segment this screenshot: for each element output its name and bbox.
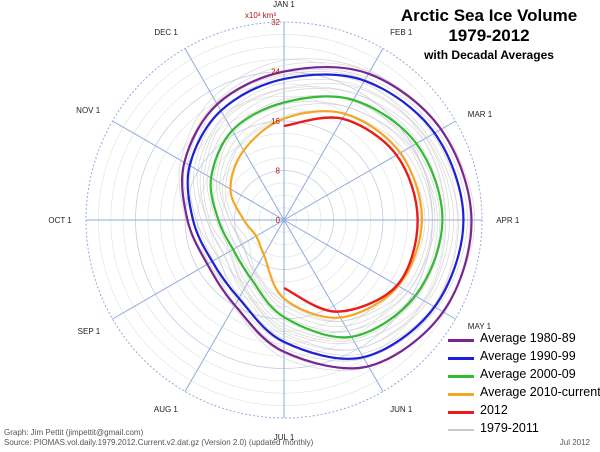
legend-label: 2012 — [480, 403, 508, 417]
legend-label: Average 2000-09 — [480, 367, 576, 381]
footer-source: Source: PIOMAS.vol.daily.1979.2012.Curre… — [4, 438, 314, 447]
spoke-2 — [283, 120, 456, 221]
month-label: FEB 1 — [390, 28, 413, 37]
legend-item-1980s: Average 1980-89 — [448, 331, 598, 349]
spoke-11 — [184, 48, 285, 221]
month-label: AUG 1 — [154, 405, 179, 414]
radial-tick-label: 8 — [276, 167, 281, 176]
historical-year-line — [193, 73, 459, 356]
legend-item-2012: 2012 — [448, 403, 598, 421]
historical-year-line — [186, 69, 468, 362]
radial-tick-label: 32 — [271, 18, 280, 27]
legend-swatch — [448, 429, 474, 431]
historical-year-line — [219, 103, 433, 328]
series-average-1980-89 — [181, 65, 473, 370]
legend-swatch — [448, 411, 474, 414]
footer-credit: Graph: Jim Pettit (jimpettit@gmail.com) — [4, 428, 144, 437]
series-2012 — [283, 116, 419, 313]
month-label: SEP 1 — [78, 327, 101, 336]
historical-year-line — [182, 62, 472, 369]
label-layer: JAN 1 FEB 1 MAR 1 APR 1 MAY 1 JUN 1 JUL 1 AUG 1… — [48, 0, 520, 442]
chart-title-line1: Arctic Sea Ice Volume — [400, 6, 578, 25]
series-average-2000-09 — [209, 95, 444, 339]
historical-year-line — [216, 101, 436, 332]
footer-date: Jul 2012 — [559, 438, 590, 447]
legend-swatch — [448, 357, 474, 360]
historical-year-line — [196, 78, 455, 351]
legend-label: 1979-2011 — [480, 421, 539, 435]
spoke-5 — [283, 219, 384, 392]
series-average-2010-current — [229, 110, 424, 319]
month-label: JUN 1 — [390, 405, 413, 414]
legend-swatch — [448, 339, 474, 342]
series-layer — [181, 65, 473, 370]
legend-item-1990s: Average 1990-99 — [448, 349, 598, 367]
month-label: APR 1 — [496, 216, 520, 225]
chart-title-line2: 1979-2012 — [448, 26, 530, 45]
series-average-1990-99 — [186, 73, 465, 360]
month-label: DEC 1 — [154, 28, 178, 37]
historical-year-line — [199, 83, 450, 351]
radial-tick-label: 24 — [271, 68, 280, 77]
month-label: OCT 1 — [48, 216, 72, 225]
legend-item-2000s: Average 2000-09 — [448, 367, 598, 385]
legend-label: Average 1990-99 — [480, 349, 576, 363]
historical-year-line — [202, 86, 447, 344]
month-label: NOV 1 — [76, 106, 101, 115]
legend-label: Average 1980-89 — [480, 331, 576, 345]
legend-label: Average 2010-current — [480, 385, 600, 399]
month-label: MAR 1 — [468, 110, 493, 119]
legend-item-1979-2011: 1979-2011 — [448, 421, 598, 439]
month-label: JAN 1 — [273, 0, 295, 9]
historical-year-line — [221, 110, 430, 322]
legend-swatch — [448, 375, 474, 378]
legend-item-2010s: Average 2010-current — [448, 385, 600, 403]
spoke-10 — [112, 120, 285, 221]
month-label: JUL 1 — [274, 433, 295, 442]
radial-tick-label: 16 — [271, 117, 280, 126]
legend-swatch — [448, 393, 474, 396]
radial-unit-label: x10³ km³ — [245, 11, 276, 20]
historical-year-line — [206, 87, 443, 342]
radial-tick-label: 0 — [276, 216, 281, 225]
chart-subtitle: with Decadal Averages — [424, 48, 554, 62]
month-label: MAY 1 — [468, 322, 492, 331]
